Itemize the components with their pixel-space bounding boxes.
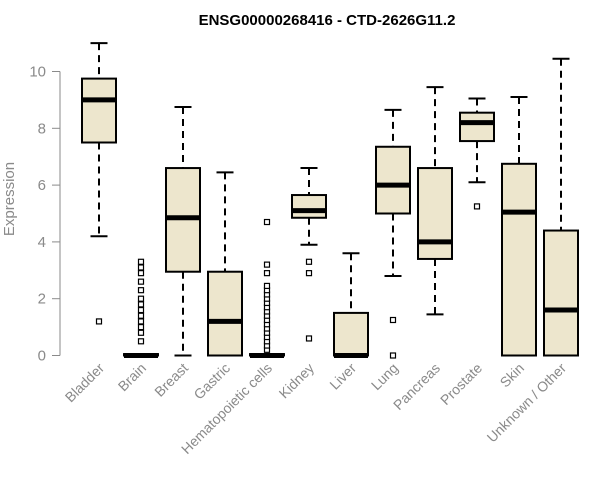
outlier-point [305,270,313,277]
outlier-point [95,318,103,325]
outlier-point [305,335,313,342]
iqr-box [207,270,243,357]
x-tick-label: Pancreas [390,360,443,413]
y-axis-label: Expression [1,162,18,236]
outlier-point [389,316,397,324]
x-tick-label: Breast [151,360,191,400]
outlier-point [137,287,145,294]
y-tick-label: 10 [29,64,46,81]
outlier-point [137,278,145,285]
x-tick-label: Prostate [437,360,485,408]
y-tick-label: 6 [38,177,46,194]
box-7 [375,108,411,359]
x-tick-label: Lung [368,360,401,393]
box-8 [417,86,453,316]
outlier-point [137,312,145,319]
box-6 [333,252,369,358]
box-2 [165,106,201,357]
box-4 [249,218,285,358]
box-0 [81,42,117,325]
outlier-point [137,338,145,345]
outlier-point [137,301,145,308]
y-tick-label: 0 [38,348,46,365]
box-3 [207,171,243,357]
x-tick-label: Skin [497,360,528,391]
box-1 [123,258,159,358]
box-10 [501,96,537,357]
y-tick-label: 4 [38,234,46,251]
x-tick-label: Liver [326,360,359,393]
box-9 [459,97,495,210]
y-tick-label: 8 [38,120,46,137]
iqr-box [417,167,453,260]
iqr-box [459,111,495,143]
iqr-box [333,311,369,357]
outlier-point [305,258,313,265]
y-axis: 0 2 4 6 8 10 [29,64,61,365]
iqr-box [81,77,117,144]
x-tick-label: Bladder [62,360,108,406]
x-tick-label: Brain [115,360,149,394]
x-tick-label: Kidney [276,360,318,402]
y-tick-label: 2 [38,291,46,308]
iqr-box [501,162,537,357]
chart-title: ENSG00000268416 - CTD-2626G11.2 [199,12,456,29]
outlier-point [137,264,145,271]
outlier-point [137,270,145,277]
iqr-box [543,229,579,357]
outlier-point [263,218,271,226]
outlier-point [137,295,145,302]
outlier-point [263,270,271,277]
outlier-point [137,306,145,314]
outlier-point [473,203,481,210]
outlier-point [137,329,145,336]
iqr-box [375,145,411,215]
plot-area [81,42,579,359]
outlier-point [263,282,271,290]
iqr-box [291,194,327,219]
box-11 [543,57,579,357]
outlier-point [137,258,145,265]
box-5 [291,167,327,342]
outlier-point [263,261,271,268]
outlier-point [137,324,145,331]
outlier-point [389,352,397,359]
outlier-point [137,318,145,325]
x-tick-label: Unknown / Other [484,360,570,446]
